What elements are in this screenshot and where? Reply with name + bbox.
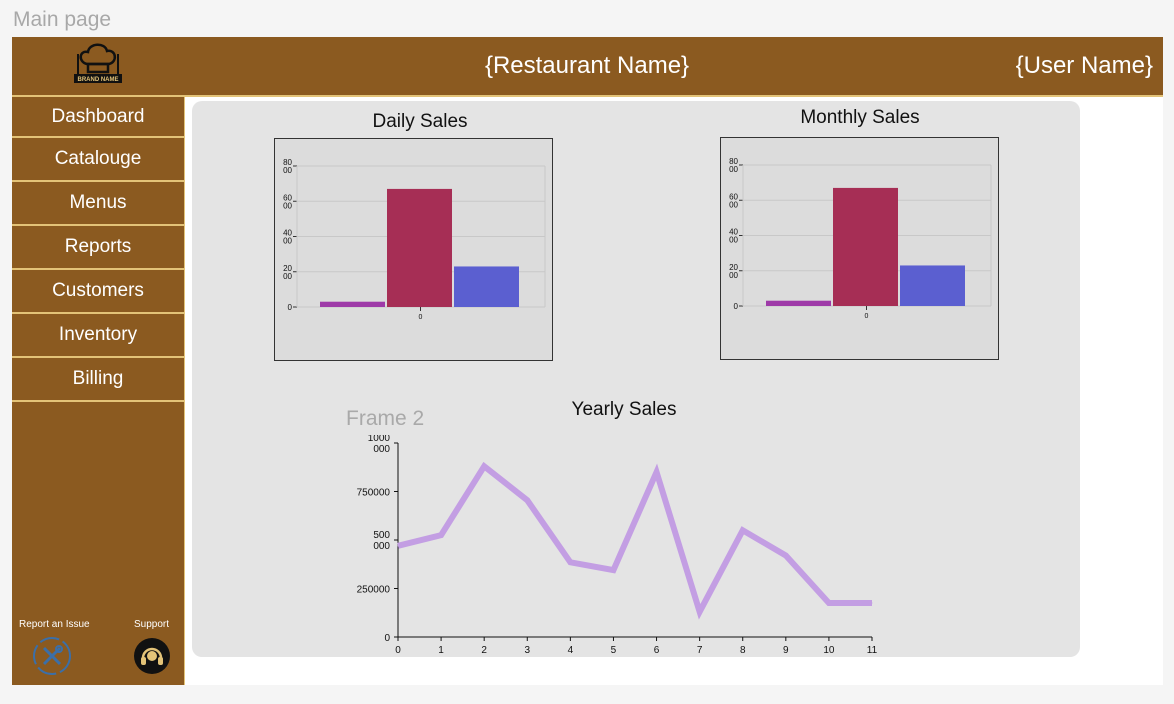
sidebar-item-customers[interactable]: Customers — [12, 270, 184, 314]
monthly-sales-ytick-label: 00 — [729, 200, 738, 209]
user-name[interactable]: {User Name} — [1015, 52, 1153, 79]
frame-2-label: Frame 2 — [346, 407, 425, 430]
monthly-sales-ytick-label: 00 — [729, 271, 738, 280]
yearly-ytick-label: 0 — [384, 633, 390, 644]
sidebar-item-dashboard[interactable]: Dashboard — [12, 97, 184, 138]
yearly-point — [397, 545, 399, 547]
monthly-sales-ytick-label: 00 — [729, 236, 738, 245]
yearly-xtick-label: 8 — [740, 645, 746, 656]
yearly-point — [656, 471, 658, 473]
daily-sales-ytick-label: 00 — [283, 272, 292, 281]
yearly-point — [440, 534, 442, 536]
monthly-sales-ytick-label: 00 — [729, 165, 738, 174]
sidebar-item-inventory[interactable]: Inventory — [12, 314, 184, 358]
daily-sales-bar-2 — [454, 266, 519, 307]
daily-sales-bar-0 — [320, 301, 385, 307]
yearly-xtick-label: 0 — [395, 645, 401, 656]
brand-logo: BRAND NAME — [74, 43, 122, 83]
yearly-ytick-label: 500 — [373, 530, 390, 541]
yearly-ytick-label: 750000 — [357, 488, 391, 499]
monthly-sales-xtick-label: 0 — [865, 313, 869, 320]
sidebar-item-reports[interactable]: Reports — [12, 226, 184, 270]
support-label: Support — [134, 619, 170, 630]
yearly-point — [612, 569, 614, 571]
daily-sales-ytick-label: 00 — [283, 201, 292, 210]
daily-sales-ytick-label: 80 — [283, 158, 292, 167]
monthly-sales-ytick-label: 20 — [729, 263, 738, 272]
yearly-ytick-label: 1000 — [368, 435, 391, 444]
report-issue-label: Report an Issue — [19, 619, 90, 630]
yearly-xtick-label: 5 — [611, 645, 617, 656]
yearly-xtick-label: 3 — [524, 645, 530, 656]
yearly-ytick-label: 000 — [373, 541, 390, 552]
yearly-point — [742, 529, 744, 531]
yearly-xtick-label: 9 — [783, 645, 789, 656]
app-window: BRAND NAME {Restaurant Name} {User Name}… — [12, 37, 1163, 685]
yearly-xtick-label: 7 — [697, 645, 703, 656]
monthly-sales-ytick-label: 80 — [729, 157, 738, 166]
yearly-sales-title: Yearly Sales — [571, 399, 677, 420]
yearly-point — [569, 561, 571, 563]
yearly-point — [828, 602, 830, 604]
header-bar: BRAND NAME {Restaurant Name} {User Name} — [12, 37, 1163, 97]
yearly-point — [526, 499, 528, 501]
monthly-sales-chart: 0 20 00 40 00 60 00 80 00 0 — [720, 137, 999, 360]
restaurant-name: {Restaurant Name} — [484, 52, 690, 79]
daily-sales-ytick-label: 00 — [283, 166, 292, 175]
daily-sales-ytick-label: 40 — [283, 229, 292, 238]
yearly-point — [785, 555, 787, 557]
dashboard-panel: Daily Sales 0 20 00 40 00 60 00 80 00 0 Monthly S… — [192, 101, 1080, 657]
daily-sales-title: Daily Sales — [372, 111, 468, 132]
sidebar: Dashboard Catalouge Menus Reports Custom… — [12, 97, 185, 685]
yearly-xtick-label: 1 — [438, 645, 444, 656]
yearly-point — [483, 465, 485, 467]
frame-label: Main page — [13, 8, 112, 31]
yearly-point — [699, 611, 701, 613]
yearly-series-line — [397, 461, 872, 620]
daily-sales-ytick-label: 20 — [283, 264, 292, 273]
yearly-ytick-label: 000 — [373, 444, 390, 455]
sidebar-nav: Dashboard Catalouge Menus Reports Custom… — [12, 97, 184, 402]
daily-sales-chart: 0 20 00 40 00 60 00 80 00 0 — [274, 138, 553, 361]
sidebar-footer: Report an Issue Support — [12, 619, 184, 679]
logo-text: BRAND NAME — [78, 77, 119, 83]
sidebar-item-billing[interactable]: Billing — [12, 358, 184, 402]
sidebar-item-catalogue[interactable]: Catalouge — [12, 138, 184, 182]
daily-sales-bar-1 — [387, 188, 452, 307]
yearly-xtick-label: 11 — [867, 645, 878, 656]
yearly-xtick-label: 4 — [568, 645, 574, 656]
monthly-sales-ytick-label: 40 — [729, 228, 738, 237]
daily-sales-ytick-label: 0 — [288, 303, 293, 312]
yearly-point — [871, 602, 873, 604]
daily-sales-xtick-label: 0 — [419, 314, 423, 321]
monthly-sales-bar-0 — [766, 300, 831, 306]
tools-icon[interactable] — [32, 636, 72, 676]
daily-sales-ytick-label: 60 — [283, 193, 292, 202]
yearly-xtick-label: 10 — [823, 645, 835, 656]
monthly-sales-ytick-label: 60 — [729, 192, 738, 201]
yearly-xtick-label: 6 — [654, 645, 660, 656]
monthly-sales-ytick-label: 0 — [734, 302, 739, 311]
daily-sales-ytick-label: 00 — [283, 237, 292, 246]
monthly-sales-bar-2 — [900, 265, 965, 306]
sidebar-item-menus[interactable]: Menus — [12, 182, 184, 226]
monthly-sales-bar-1 — [833, 187, 898, 306]
headset-icon[interactable] — [132, 636, 172, 676]
monthly-sales-title: Monthly Sales — [800, 107, 920, 128]
yearly-ytick-label: 250000 — [357, 585, 391, 596]
yearly-xtick-label: 2 — [481, 645, 487, 656]
